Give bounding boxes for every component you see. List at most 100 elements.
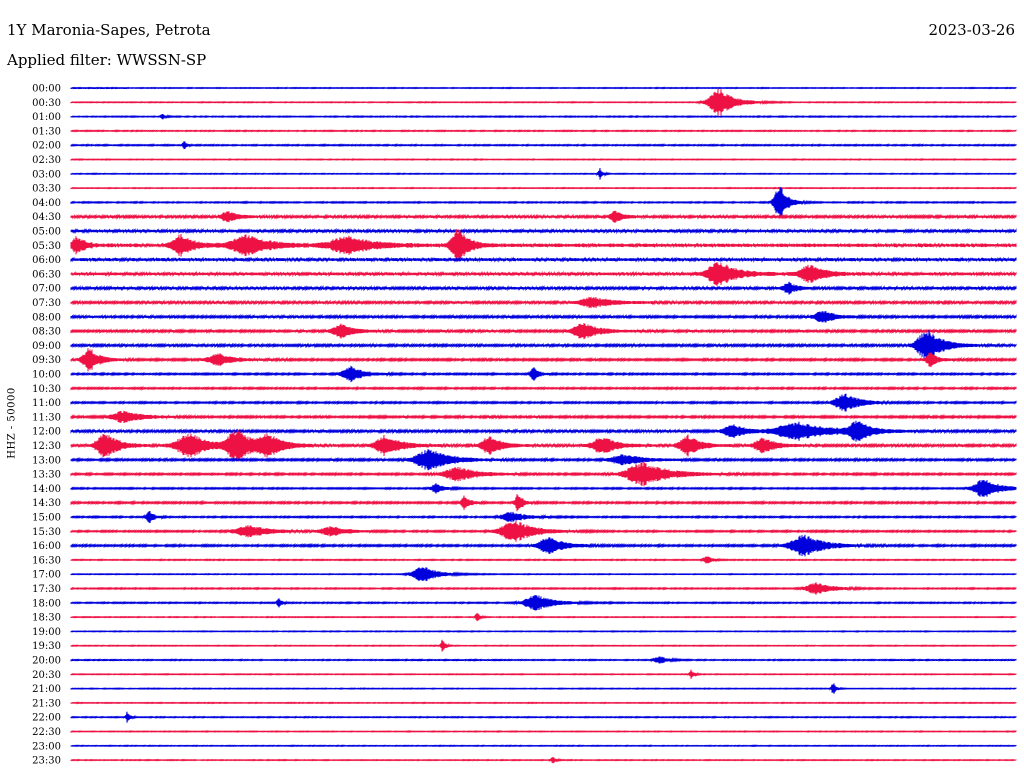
row-time-label: 12:00	[32, 427, 61, 438]
row-time-label: 06:00	[32, 255, 61, 266]
seismic-trace-0630	[70, 261, 1017, 286]
row-time-label: 20:00	[32, 656, 61, 667]
record-date: 2023-03-26	[928, 21, 1015, 39]
row-time-label: 02:30	[32, 155, 61, 166]
row-time-label: 18:30	[32, 613, 61, 624]
seismic-trace-1700	[70, 567, 1017, 582]
row-time-label: 09:30	[32, 355, 61, 366]
row-time-label: 20:30	[32, 670, 61, 681]
station-title: 1Y Maronia-Sapes, Petrota	[7, 21, 211, 39]
seismic-trace-0430	[70, 210, 1017, 223]
filter-label: Applied filter: WWSSN-SP	[7, 51, 207, 69]
seismic-trace-0700	[70, 281, 1017, 295]
row-time-label: 00:30	[32, 98, 61, 109]
row-time-label: 22:30	[32, 727, 61, 738]
seismic-trace-2200	[70, 711, 1017, 723]
row-time-label: 00:00	[32, 84, 61, 95]
row-time-label: 14:00	[32, 484, 61, 495]
seismic-trace-0730	[70, 296, 1017, 309]
seismic-trace-0830	[70, 322, 1017, 340]
seismic-trace-0200	[70, 141, 1017, 150]
seismic-trace-1200	[70, 420, 1017, 442]
row-time-label: 05:00	[32, 227, 61, 238]
row-time-label: 16:30	[32, 555, 61, 566]
seismic-trace-1100	[70, 393, 1017, 412]
seismic-trace-1600	[70, 534, 1017, 557]
seismic-trace-1630	[70, 556, 1017, 564]
seismic-trace-0230	[70, 158, 1017, 161]
row-time-label: 04:30	[32, 212, 61, 223]
seismic-trace-2300	[70, 744, 1017, 748]
seismic-trace-2330	[70, 756, 1017, 764]
row-time-label: 13:00	[32, 455, 61, 466]
seismic-trace-1430	[70, 494, 1017, 512]
row-time-label: 15:30	[32, 527, 61, 538]
seismic-trace-1730	[70, 582, 1017, 595]
row-time-label: 06:30	[32, 269, 61, 280]
row-time-label: 23:30	[32, 756, 61, 767]
row-time-label: 09:00	[32, 341, 61, 352]
row-time-label: 10:00	[32, 370, 61, 381]
seismic-trace-0400	[70, 187, 1017, 218]
seismic-trace-1830	[70, 613, 1017, 622]
seismic-trace-0800	[70, 311, 1017, 323]
seismic-trace-0100	[70, 113, 1017, 120]
seismic-trace-1300	[70, 449, 1017, 471]
row-time-label: 14:30	[32, 498, 61, 509]
seismic-trace-2100	[70, 683, 1017, 694]
seismic-trace-1530	[70, 520, 1017, 542]
seismic-trace-0930	[70, 348, 1017, 372]
row-time-label: 13:30	[32, 470, 61, 481]
row-time-label: 17:30	[32, 584, 61, 595]
seismic-trace-0500	[70, 227, 1017, 235]
seismic-trace-0000	[70, 86, 1017, 90]
seismic-trace-1900	[70, 629, 1017, 633]
seismic-trace-0900	[70, 329, 1017, 361]
seismic-trace-0600	[70, 256, 1017, 263]
seismic-trace-1000	[70, 365, 1017, 383]
seismic-trace-2230	[70, 730, 1017, 733]
seismic-trace-1030	[70, 385, 1017, 391]
row-time-label: 07:30	[32, 298, 61, 309]
row-time-label: 23:00	[32, 741, 61, 752]
row-time-label: 10:30	[32, 384, 61, 395]
row-time-label: 19:00	[32, 627, 61, 638]
row-time-label: 02:00	[32, 141, 61, 152]
seismic-trace-1130	[70, 410, 1017, 424]
seismic-trace-1230	[70, 429, 1017, 462]
row-time-label: 08:30	[32, 327, 61, 338]
row-time-label: 22:00	[32, 713, 61, 724]
row-time-label: 17:00	[32, 570, 61, 581]
seismic-trace-1800	[70, 595, 1017, 611]
row-time-label: 19:30	[32, 641, 61, 652]
seismic-trace-0130	[70, 129, 1017, 133]
row-time-label: 08:00	[32, 312, 61, 323]
seismic-trace-1930	[70, 639, 1017, 652]
row-time-label: 16:00	[32, 541, 61, 552]
row-time-label: 18:00	[32, 598, 61, 609]
row-time-label: 21:30	[32, 698, 61, 709]
row-time-label: 11:00	[32, 398, 61, 409]
seismic-trace-2000	[70, 656, 1017, 664]
row-time-label: 03:30	[32, 184, 61, 195]
seismic-trace-2030	[70, 669, 1017, 679]
seismic-trace-0330	[70, 186, 1017, 190]
row-time-label: 04:00	[32, 198, 61, 209]
row-time-label: 03:00	[32, 169, 61, 180]
row-time-label: 07:00	[32, 284, 61, 295]
seismic-trace-2130	[70, 701, 1017, 705]
row-time-label: 01:00	[32, 112, 61, 123]
seismic-trace-1500	[70, 510, 1017, 524]
seismic-trace-1330	[70, 461, 1017, 487]
seismic-trace-0300	[70, 167, 1017, 180]
seismic-trace-1400	[70, 479, 1017, 497]
row-time-label: 12:30	[32, 441, 61, 452]
seismic-trace-0530	[70, 229, 1017, 262]
row-time-label: 21:00	[32, 684, 61, 695]
row-time-label: 01:30	[32, 126, 61, 137]
row-time-label: 15:00	[32, 513, 61, 524]
seismic-trace-0030	[70, 88, 1017, 116]
row-time-label: 05:30	[32, 241, 61, 252]
row-time-label: 11:30	[32, 412, 61, 423]
